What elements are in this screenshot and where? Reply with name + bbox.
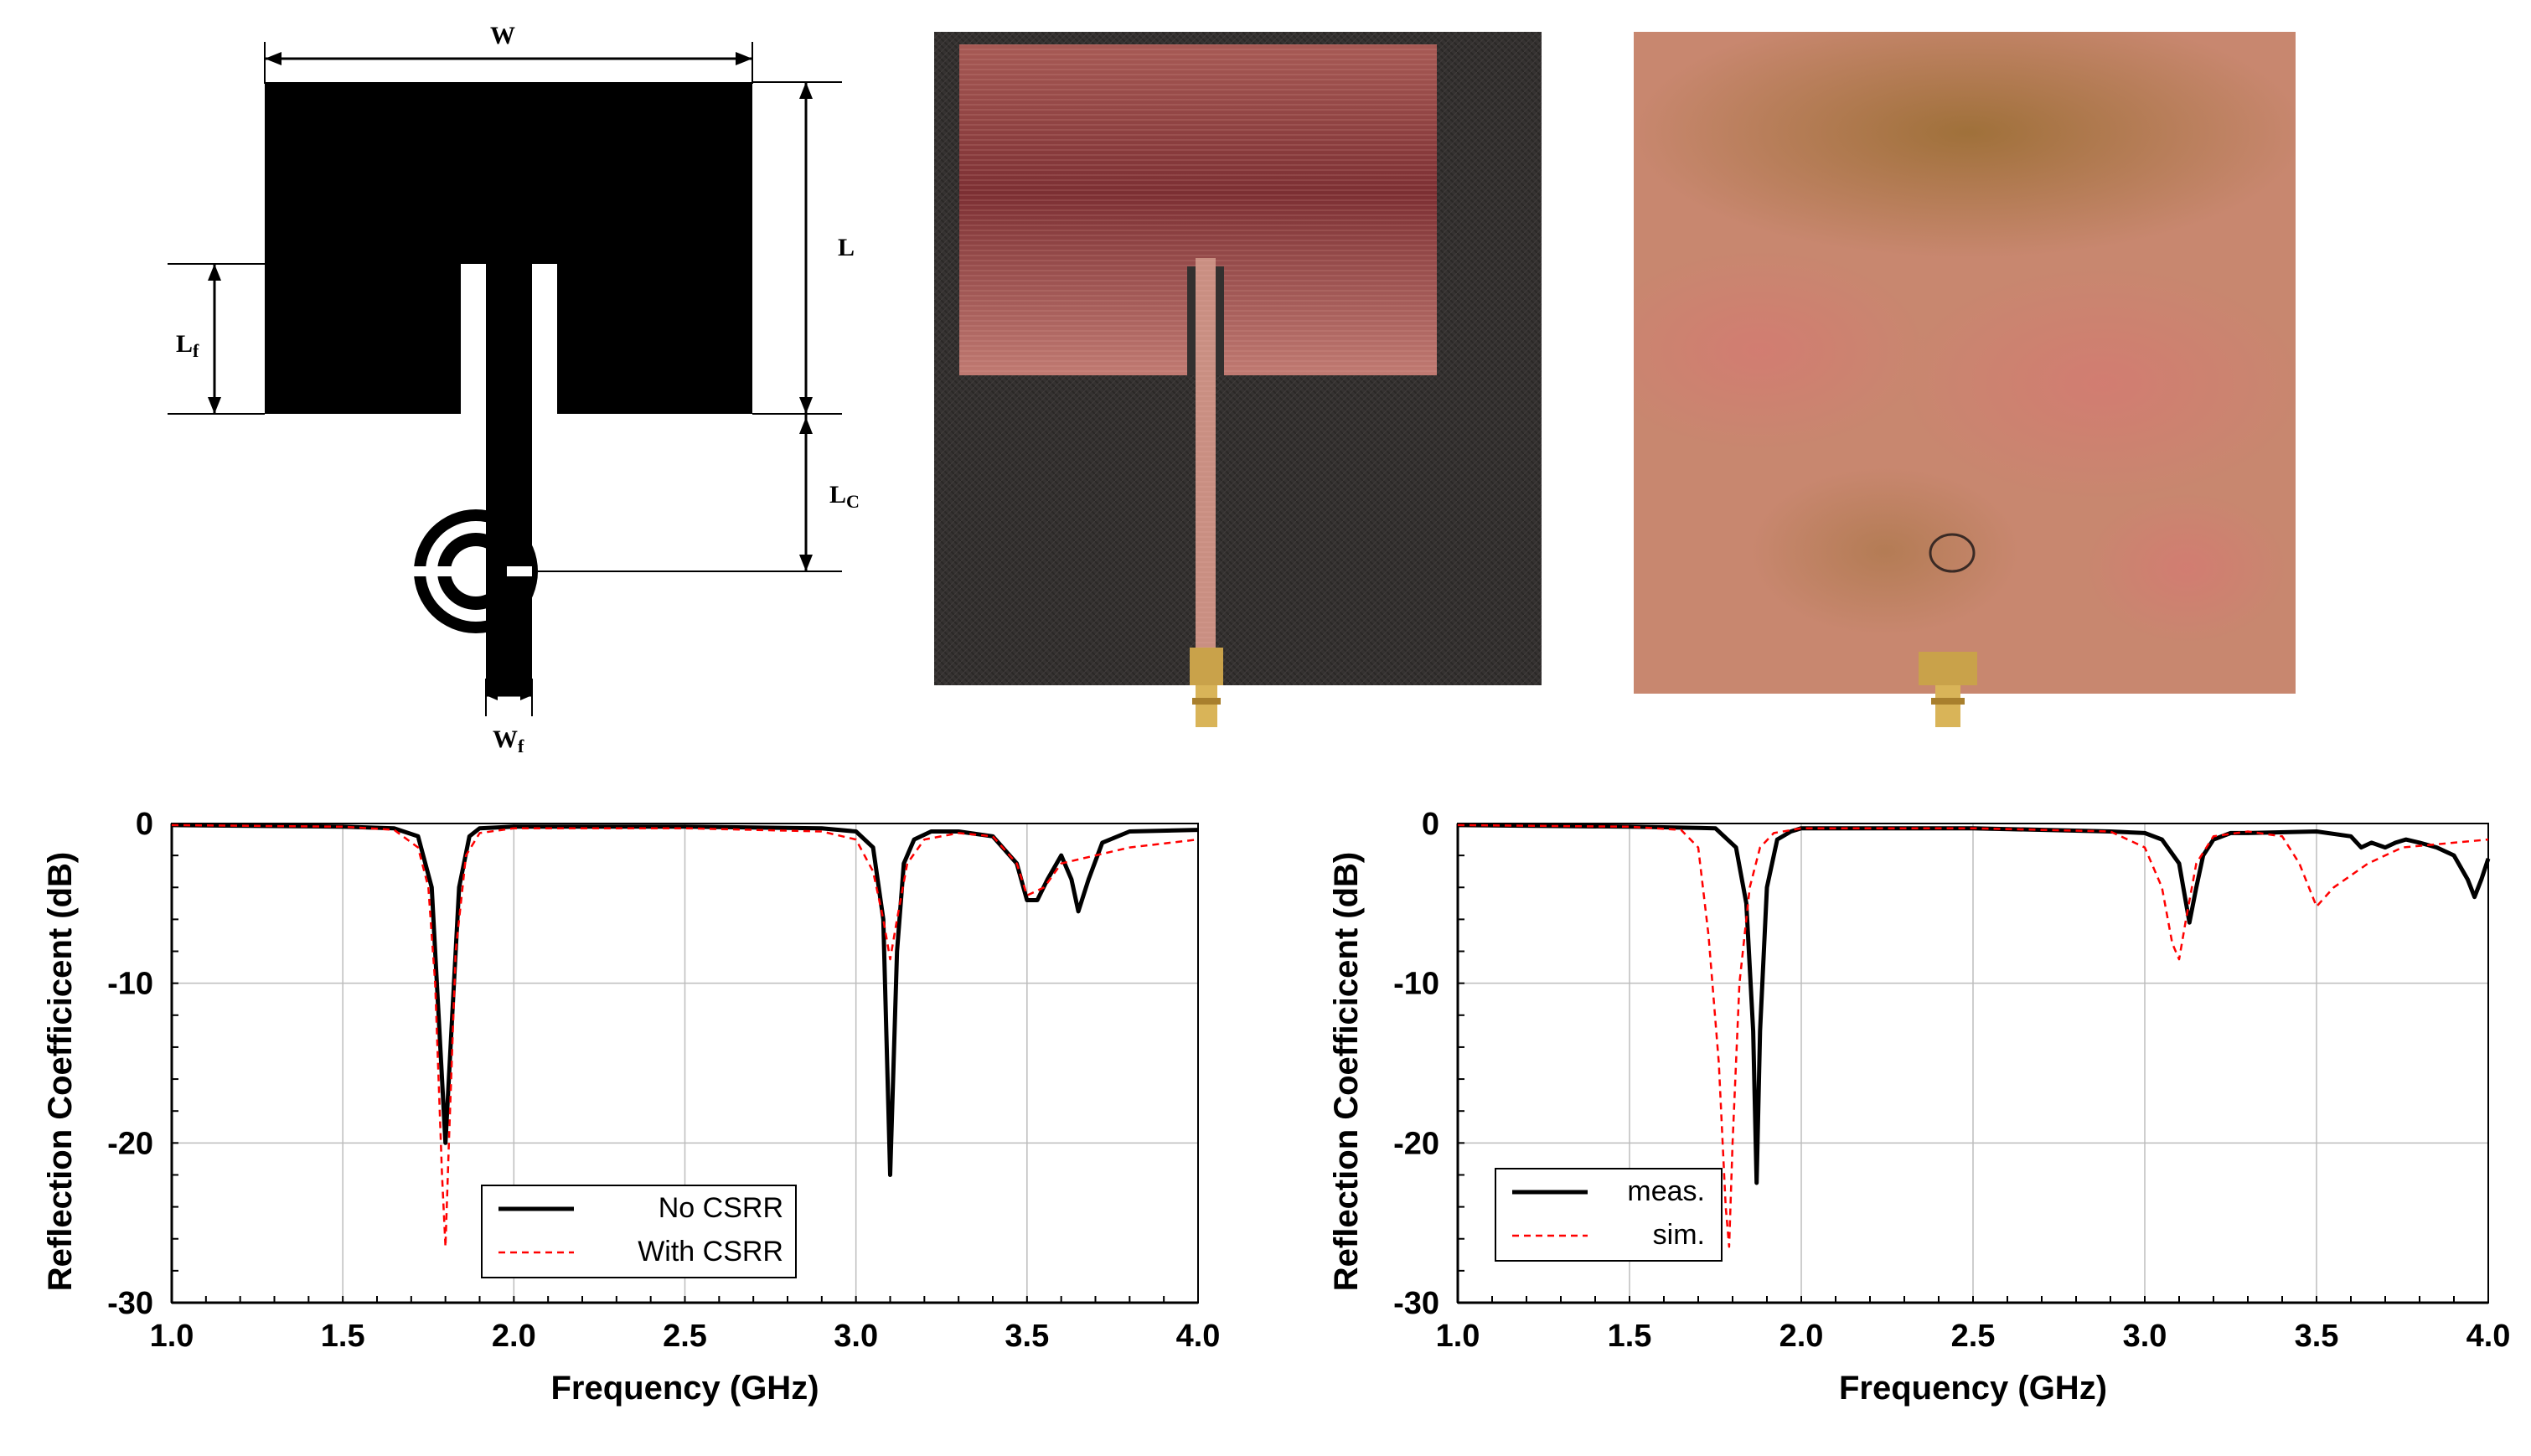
csrr-etched-ring [1929,533,1976,573]
antenna-front-photo [934,32,1542,729]
legend-box [481,1185,797,1278]
y-tick-label: 0 [136,807,153,842]
antenna-schematic: W L LC [151,8,905,756]
csrr-element [411,509,538,633]
y-axis-label: Reflection Coefficicent (dB) [1328,852,1365,1291]
x-tick-label: 2.5 [663,1319,707,1354]
x-tick-label: 1.0 [150,1319,194,1354]
l-arrow-bottom [799,397,813,414]
lc-arrow-top [799,417,813,434]
y-axis-label: Reflection Coefficicent (dB) [42,852,79,1291]
y-tick-label: -10 [1393,967,1439,1002]
lf-arrow-bottom [208,397,221,414]
x-axis-label: Frequency (GHz) [550,1370,819,1407]
x-tick-label: 3.5 [2295,1319,2339,1354]
reflection-chart-csrr-comparison: 1.0 1.5 2.0 2.5 3.0 3.5 4.0 0 -10 -20 -30 Frequency… [0,754,1248,1441]
x-tick-label: 4.0 [2466,1319,2511,1354]
antenna-back-photo [1592,7,2304,729]
y-tick-label: -10 [107,967,153,1002]
reflection-chart-meas-vs-sim: 1.0 1.5 2.0 2.5 3.0 3.5 4.0 0 -10 -20 -30 Frequency… [1282,754,2531,1441]
legend-label: No CSRR [659,1192,783,1224]
l-arrow-top [799,82,813,99]
oxidation-top [1634,7,2304,258]
wf-label: Wf [493,725,524,754]
stain-bottom [1751,467,2019,635]
stain-left [1592,250,1927,451]
inset-slot-right [532,264,557,414]
series-line-sim [1457,824,2489,1248]
x-tick-label: 2.0 [492,1319,536,1354]
inset-slot-left [461,264,486,414]
legend-label: With CSRR [638,1236,783,1268]
sma-connector [1196,685,1217,727]
chart-svg: 1.0 1.5 2.0 2.5 3.0 3.5 4.0 0 -10 -20 -30 Frequency… [1328,807,2511,1407]
stain-bottom-right [2086,493,2287,643]
legend-label: sim. [1653,1219,1705,1251]
x-tick-label: 2.5 [1951,1319,1996,1354]
x-tick-label: 1.5 [1608,1319,1652,1354]
legend-label: meas. [1627,1175,1705,1207]
sma-nut [1192,698,1221,705]
inset-gap-left [1187,266,1196,375]
series-line-with-csrr [171,824,1199,1248]
sma-nut [1931,698,1965,705]
y-tick-label: -20 [107,1126,153,1161]
y-tick-label: -30 [1393,1286,1439,1321]
x-tick-label: 3.5 [1005,1319,1049,1354]
chart-svg: 1.0 1.5 2.0 2.5 3.0 3.5 4.0 0 -10 -20 -30 Frequency… [42,807,1221,1407]
x-tick-label: 3.0 [834,1319,878,1354]
feed-strip-texture [1196,258,1216,677]
x-tick-label: 3.0 [2123,1319,2167,1354]
y-tick-label: -20 [1393,1126,1439,1161]
lf-label: Lf [176,330,199,361]
series-line-meas [1457,823,2491,1185]
w-arrow-right [736,52,752,65]
sma-flange [1190,648,1223,685]
x-tick-label: 2.0 [1779,1319,1824,1354]
wf-arrow-left [486,690,498,700]
x-tick-label: 1.0 [1436,1319,1480,1354]
front-photo-svg [934,32,1542,727]
x-tick-label: 1.5 [321,1319,365,1354]
x-axis-label: Frequency (GHz) [1839,1370,2107,1407]
lf-arrow-top [208,264,221,281]
wf-arrow-right [520,690,532,700]
back-photo-svg [1592,7,2304,727]
stain-right [1902,266,2304,501]
w-arrow-left [265,52,282,65]
schematic-svg: W L LC [168,22,860,756]
inset-gap-right [1216,266,1224,375]
l-label: L [838,234,855,261]
y-tick-label: 0 [1422,807,1439,842]
sma-flange [1919,652,1977,685]
lc-arrow-bottom [799,555,813,571]
w-label: W [490,22,515,49]
sma-connector [1935,685,1960,727]
x-tick-label: 4.0 [1176,1319,1221,1354]
lc-label: LC [829,481,860,512]
legend-box [1495,1168,1723,1262]
y-tick-label: -30 [107,1286,153,1321]
